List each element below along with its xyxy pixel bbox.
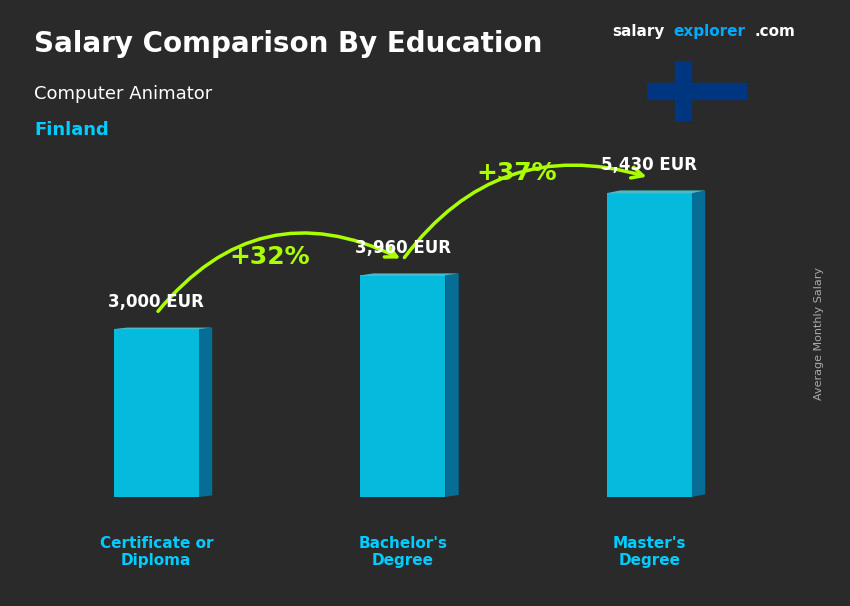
Text: Average Monthly Salary: Average Monthly Salary bbox=[814, 267, 824, 400]
Text: Bachelor's
Degree: Bachelor's Degree bbox=[358, 536, 447, 568]
Polygon shape bbox=[607, 193, 692, 497]
Polygon shape bbox=[607, 190, 706, 193]
Polygon shape bbox=[360, 273, 459, 275]
Polygon shape bbox=[692, 190, 706, 497]
Text: +32%: +32% bbox=[230, 245, 310, 269]
Text: Finland: Finland bbox=[34, 121, 109, 139]
Text: .com: .com bbox=[755, 24, 796, 39]
Polygon shape bbox=[445, 273, 459, 497]
FancyArrowPatch shape bbox=[158, 233, 397, 311]
Text: 5,430 EUR: 5,430 EUR bbox=[601, 156, 697, 174]
Polygon shape bbox=[360, 275, 445, 497]
Text: 3,000 EUR: 3,000 EUR bbox=[108, 293, 204, 311]
Text: salary: salary bbox=[612, 24, 665, 39]
FancyArrowPatch shape bbox=[405, 165, 643, 258]
Polygon shape bbox=[114, 329, 199, 497]
Text: Master's
Degree: Master's Degree bbox=[613, 536, 686, 568]
Text: Salary Comparison By Education: Salary Comparison By Education bbox=[34, 30, 542, 58]
Bar bbox=[648, 82, 746, 99]
Text: Certificate or
Diploma: Certificate or Diploma bbox=[99, 536, 213, 568]
Text: +37%: +37% bbox=[476, 161, 557, 185]
Bar bbox=[675, 61, 692, 121]
Polygon shape bbox=[199, 328, 212, 497]
Polygon shape bbox=[114, 328, 212, 329]
Text: explorer: explorer bbox=[673, 24, 745, 39]
Text: Computer Animator: Computer Animator bbox=[34, 85, 212, 103]
Text: 3,960 EUR: 3,960 EUR bbox=[354, 239, 450, 257]
